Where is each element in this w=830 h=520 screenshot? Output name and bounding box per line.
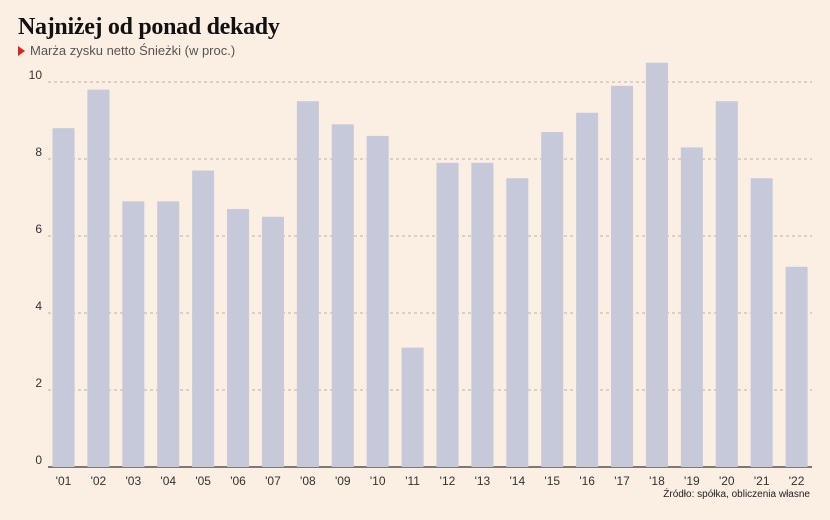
x-tick-label: '09	[335, 474, 351, 488]
y-tick-label: 0	[35, 453, 42, 467]
y-tick-label: 4	[35, 299, 42, 313]
x-tick-label: '16	[579, 474, 595, 488]
x-tick-label: '14	[509, 474, 525, 488]
y-tick-label: 10	[29, 68, 43, 82]
bar-7	[296, 101, 319, 467]
triangle-marker-icon	[18, 45, 25, 56]
bar-13	[506, 178, 529, 467]
x-tick-label: '22	[789, 474, 805, 488]
x-tick-label: '18	[649, 474, 665, 488]
x-tick-label: '17	[614, 474, 630, 488]
bar-21	[785, 266, 808, 467]
bar-15	[576, 112, 599, 468]
bar-0	[52, 128, 75, 467]
y-tick-label: 6	[35, 222, 42, 236]
x-tick-labels: '01 '02 '03 '04 '05 '06 '07 '08 '09 '10 '11 '12 '13 '…	[56, 474, 805, 488]
x-tick-label: '05	[195, 474, 211, 488]
bar-4	[192, 170, 215, 468]
bar-3	[157, 201, 180, 467]
bar-10	[401, 347, 424, 467]
chart-title: Najniżej od ponad dekady	[18, 14, 280, 40]
bar-9	[366, 135, 389, 467]
x-tick-label: '20	[719, 474, 735, 488]
x-tick-label: '04	[160, 474, 176, 488]
bar-8	[331, 124, 354, 467]
bar-19	[715, 101, 738, 467]
x-tick-label: '21	[754, 474, 770, 488]
bar-5	[227, 209, 250, 468]
x-tick-label: '02	[91, 474, 107, 488]
subtitle-text: Marża zysku netto Śnieżki (w proc.)	[30, 43, 236, 58]
bar-16	[611, 85, 634, 467]
x-tick-label: '10	[370, 474, 386, 488]
x-tick-label: '19	[684, 474, 700, 488]
x-tick-label: '08	[300, 474, 316, 488]
x-tick-label: '12	[440, 474, 456, 488]
x-tick-label: '13	[475, 474, 491, 488]
x-tick-label: '06	[230, 474, 246, 488]
bar-6	[261, 216, 284, 467]
x-tick-label: '01	[56, 474, 72, 488]
bar-20	[750, 178, 773, 467]
bar-17	[645, 62, 668, 467]
bars	[52, 62, 808, 468]
bar-14	[541, 132, 564, 468]
bar-12	[471, 162, 494, 467]
bar-18	[680, 147, 703, 467]
y-tick-labels: 0 2 4 6 8 10	[29, 68, 43, 467]
bar-1	[87, 89, 110, 467]
bar-11	[436, 162, 459, 467]
y-tick-label: 2	[35, 376, 42, 390]
y-tick-label: 8	[35, 145, 42, 159]
x-tick-label: '07	[265, 474, 281, 488]
x-tick-label: '15	[544, 474, 560, 488]
x-tick-label: '03	[125, 474, 141, 488]
x-tick-label: '11	[405, 474, 420, 488]
bar-2	[122, 201, 145, 467]
source-note: Źródło: spółka, obliczenia własne	[663, 489, 810, 500]
chart-subtitle: Marża zysku netto Śnieżki (w proc.)	[18, 43, 235, 58]
